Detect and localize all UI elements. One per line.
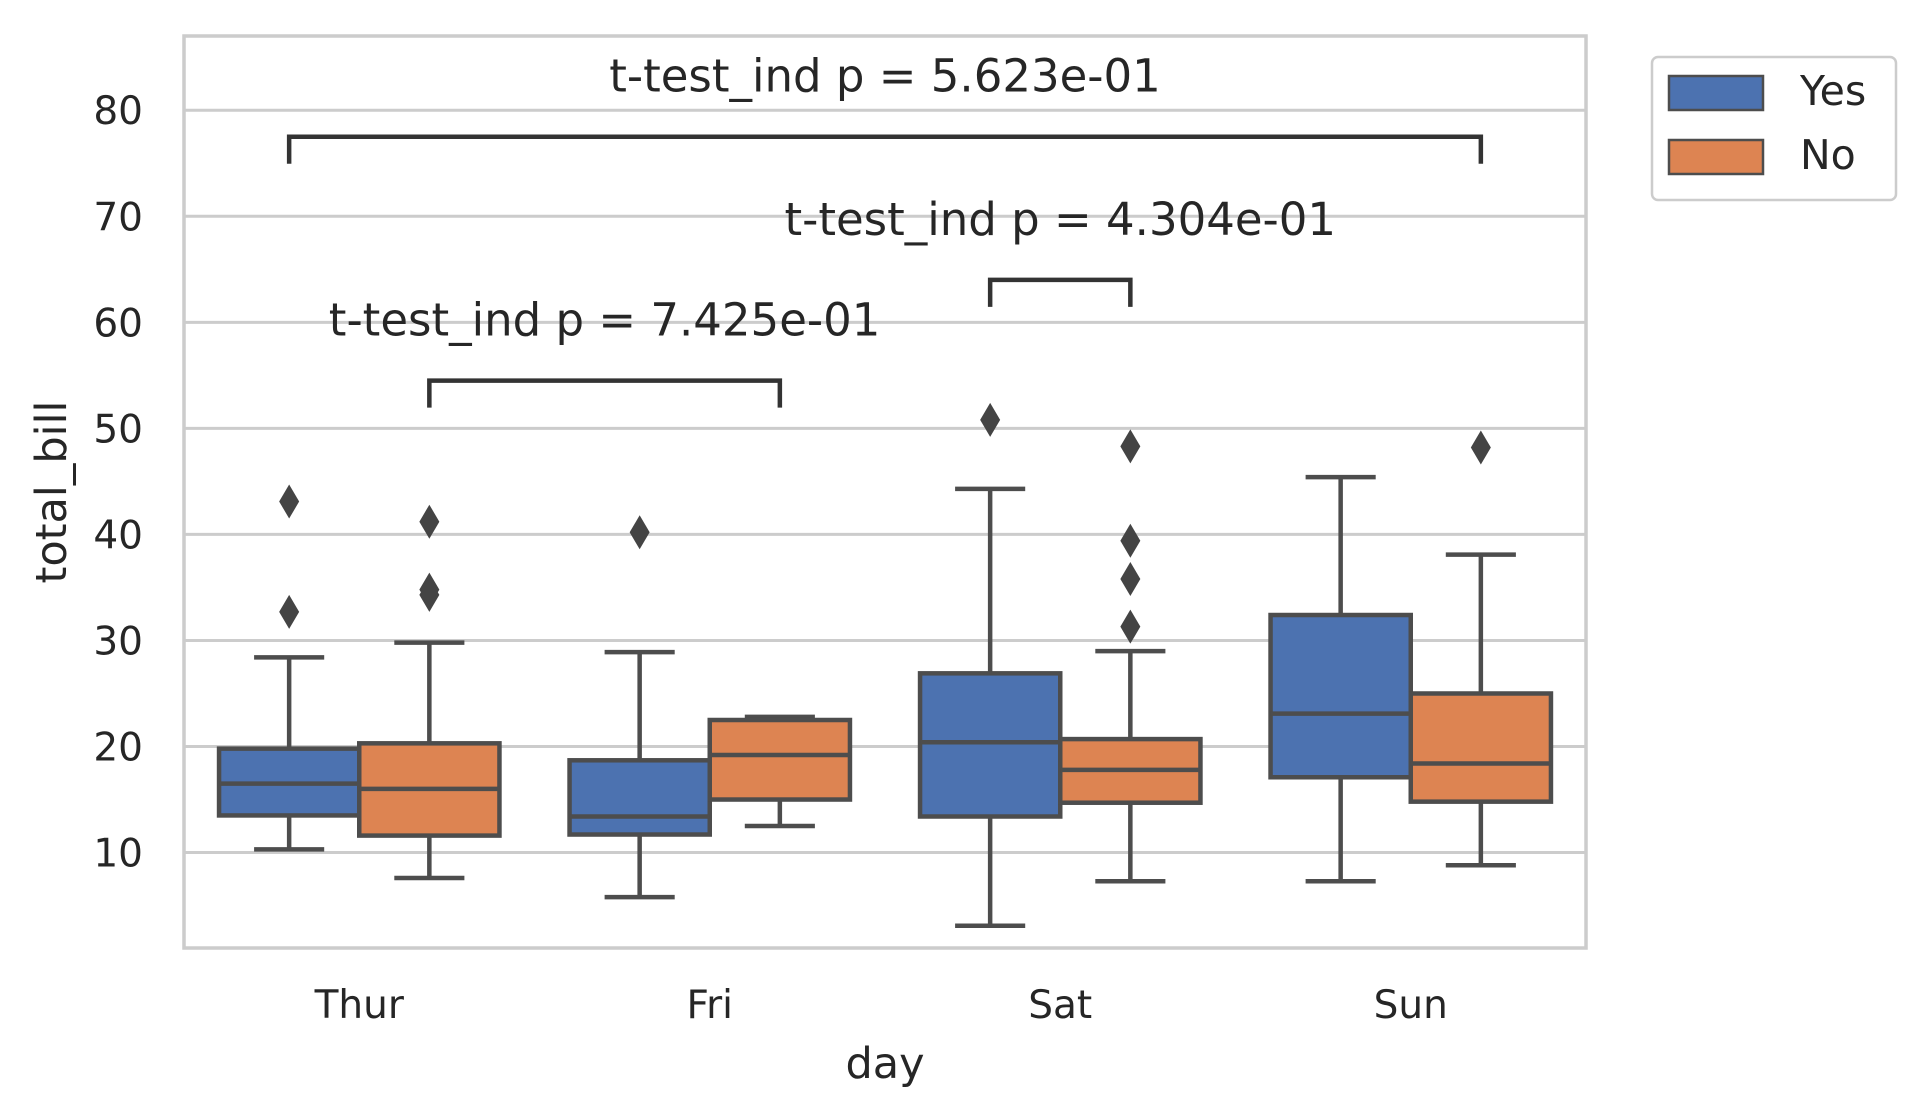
y-tick-label: 40 [93, 513, 143, 558]
y-axis-label: total_bill [27, 401, 77, 584]
outlier-marker [419, 504, 440, 539]
box-body [567, 758, 712, 837]
box-layer [216, 402, 1554, 928]
significance-bracket [427, 378, 783, 408]
outlier-marker [629, 515, 650, 550]
outlier-marker [1120, 523, 1141, 558]
y-tick-label: 20 [93, 726, 143, 771]
significance-bracket [987, 277, 1133, 307]
outlier-marker [279, 594, 300, 629]
legend-label: No [1800, 131, 1856, 179]
x-tick-label: Sun [1374, 983, 1448, 1028]
x-tick-label: Thur [314, 983, 405, 1028]
y-tick-label: 80 [93, 89, 143, 134]
y-tick-label: 10 [93, 832, 143, 877]
significance-bracket [286, 134, 1484, 164]
x-tick-label: Fri [687, 983, 733, 1028]
outlier-marker [980, 402, 1001, 437]
plot-frame [182, 34, 1588, 950]
legend-swatch [1667, 138, 1765, 176]
outlier-marker [1120, 609, 1141, 644]
box-no-fri [707, 714, 853, 829]
outlier-marker [279, 484, 300, 519]
box-yes-sat [917, 402, 1063, 928]
y-tick-label: 60 [93, 301, 143, 346]
outlier-marker [1470, 430, 1491, 465]
box-body [1408, 691, 1554, 804]
x-axis-label: day [845, 1039, 924, 1089]
box-no-sun [1408, 430, 1554, 868]
y-tick-label: 50 [93, 407, 143, 452]
p-value-label: t-test_ind p = 7.425e-01 [329, 294, 881, 347]
box-no-sat [1058, 429, 1203, 884]
box-body [917, 671, 1063, 819]
tick-labels: 10 20 30 40 50 60 70 80 Thur Fri Sat Sun [93, 89, 1447, 1028]
y-tick-label: 30 [93, 619, 143, 664]
p-value-label: t-test_ind p = 5.623e-01 [609, 50, 1161, 103]
y-tick-label: 70 [93, 195, 143, 240]
outlier-marker [419, 572, 440, 607]
box-body [707, 717, 853, 802]
box-no-thur [357, 504, 502, 881]
box-yes-sun [1268, 474, 1414, 884]
legend-label: Yes [1799, 67, 1866, 115]
outlier-marker [1120, 561, 1141, 596]
box-yes-fri [567, 515, 712, 900]
box-body [1268, 612, 1414, 780]
x-tick-label: Sat [1028, 983, 1092, 1028]
p-value-label: t-test_ind p = 4.304e-01 [784, 193, 1336, 246]
outlier-marker [1120, 429, 1141, 464]
box-yes-thur [216, 484, 362, 852]
legend: Yes No [1650, 55, 1898, 202]
annotation-layer: t-test_ind p = 7.425e-01 t-test_ind p = 4… [286, 50, 1484, 408]
legend-swatch [1667, 74, 1765, 112]
